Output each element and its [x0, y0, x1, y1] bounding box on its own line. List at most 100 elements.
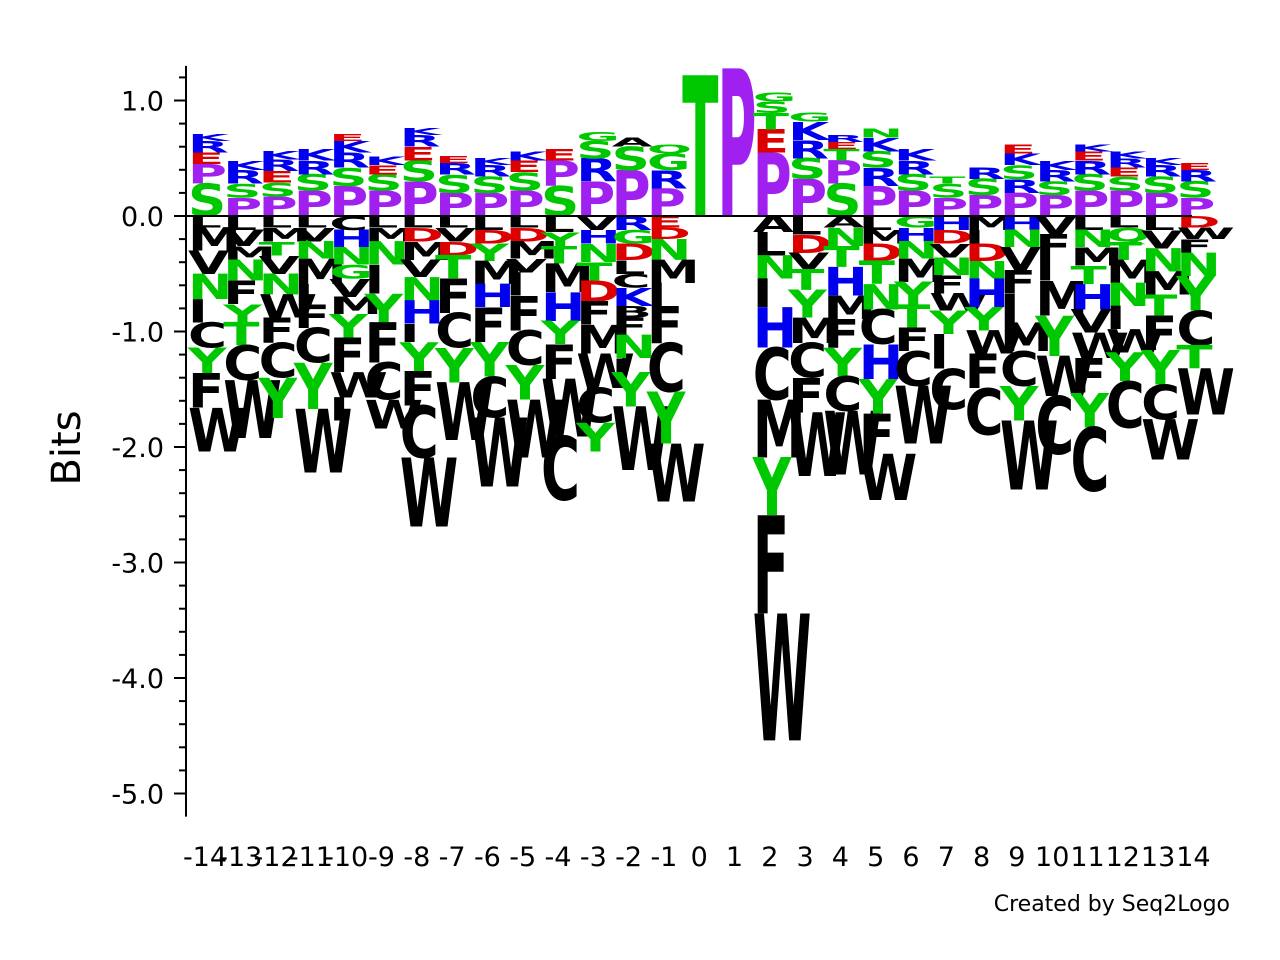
logo-letter-D: D	[506, 224, 550, 246]
logo-letter-S: S	[294, 170, 332, 196]
logo-letter-C: C	[365, 354, 404, 413]
logo-letter-E: E	[647, 213, 683, 231]
x-tick-label: 13	[1141, 842, 1175, 873]
logo-letter-L: L	[470, 213, 504, 235]
y-tick-label: -5.0	[111, 780, 164, 811]
logo-letter-V: V	[929, 240, 970, 262]
logo-letter-M: M	[1035, 271, 1088, 327]
logo-letter-S: S	[188, 175, 226, 227]
logo-letter-D: D	[400, 224, 444, 246]
logo-letter-N: N	[365, 236, 409, 273]
logo-letter-N: N	[1106, 277, 1150, 314]
logo-letter-H: H	[1071, 277, 1115, 318]
logo-letter-V: V	[188, 245, 229, 282]
logo-letter-I: I	[329, 391, 349, 428]
logo-letter-R: R	[1071, 157, 1112, 179]
logo-letter-K: K	[506, 149, 550, 164]
logo-letter-C: C	[1141, 375, 1180, 431]
logo-letter-N: N	[859, 126, 903, 141]
logo-letter-F: F	[506, 286, 542, 342]
logo-letter-V: V	[506, 255, 547, 277]
logo-letter-S: S	[329, 162, 367, 192]
logo-letter-N: N	[647, 234, 691, 267]
logo-letter-R: R	[1000, 176, 1041, 198]
logo-letter-E: E	[329, 132, 365, 143]
logo-letter-F: F	[1035, 229, 1071, 266]
logo-letter-W: W	[1106, 323, 1165, 360]
logo-letter-I: I	[1000, 287, 1020, 333]
logo-letter-S: S	[506, 167, 544, 197]
logo-letter-T: T	[682, 39, 718, 263]
logo-letter-M: M	[894, 253, 947, 290]
logo-letter-G: G	[753, 90, 797, 105]
logo-letter-S: S	[788, 153, 826, 186]
y-tick-label: -4.0	[111, 664, 164, 695]
logo-letter-S: S	[365, 170, 403, 196]
logo-letter-F: F	[612, 313, 648, 341]
logo-letter-C: C	[859, 300, 898, 356]
logo-letter-L: L	[506, 213, 540, 231]
logo-letter-Y: Y	[575, 416, 616, 462]
logo-letter-C: C	[470, 366, 509, 430]
logo-letter-Y: Y	[434, 338, 474, 394]
logo-letter-Y: Y	[858, 369, 898, 425]
logo-letter-L: L	[365, 213, 399, 231]
logo-letter-W: W	[965, 324, 1024, 361]
logo-letter-W: W	[1176, 356, 1235, 430]
logo-letter-Y: Y	[505, 355, 545, 411]
logo-letter-W: W	[223, 364, 282, 457]
x-tick-label: -5	[509, 842, 536, 873]
logo-letter-N: N	[612, 329, 656, 366]
logo-letter-L: L	[753, 226, 787, 263]
logo-letter-R: R	[823, 133, 864, 144]
logo-letter-E: E	[365, 163, 401, 178]
logo-letter-H: H	[965, 272, 1009, 318]
logo-letter-D: D	[435, 238, 479, 260]
logo-letter-S: S	[223, 180, 261, 202]
logo-letter-W: W	[329, 365, 388, 406]
logo-letter-M: M	[647, 254, 700, 291]
logo-letter-D: D	[859, 239, 903, 267]
logo-letter-N: N	[223, 255, 267, 288]
logo-letter-R: R	[294, 157, 335, 179]
logo-letter-T: T	[576, 257, 613, 287]
logo-letter-S: S	[435, 169, 473, 199]
logo-letter-H: H	[859, 335, 903, 391]
x-tick-label: 5	[867, 842, 884, 873]
x-tick-label: 0	[691, 842, 708, 873]
logo-letter-S: S	[1141, 172, 1179, 198]
logo-letter-W: W	[470, 400, 529, 510]
logo-letter-F: F	[965, 344, 1001, 400]
logo-letter-F: F	[894, 322, 930, 359]
logo-letter-C: C	[400, 392, 439, 475]
logo-letter-C: C	[541, 420, 580, 521]
logo-letter-Y: Y	[1175, 266, 1215, 322]
logo-letter-W: W	[365, 393, 424, 439]
x-tick-label: -7	[439, 842, 466, 873]
logo-letter-C: C	[1071, 411, 1110, 512]
logo-letter-G: G	[576, 129, 620, 144]
logo-letter-Y: Y	[540, 315, 581, 352]
logo-letter-F: F	[541, 335, 577, 391]
logo-letter-S: S	[1000, 162, 1038, 184]
logo-letter-H: H	[894, 224, 938, 246]
logo-letter-K: K	[223, 158, 267, 173]
logo-letter-T: T	[223, 316, 259, 353]
logo-letter-G: G	[329, 261, 373, 283]
logo-letter-F: F	[470, 298, 506, 354]
logo-letter-B: B	[612, 304, 652, 322]
logo-letter-C: C	[506, 321, 545, 377]
logo-letter-Y: Y	[469, 239, 510, 267]
y-tick-label: 0.0	[121, 202, 164, 233]
logo-letter-G: G	[647, 149, 691, 175]
x-tick-label: 10	[1035, 842, 1069, 873]
logo-letter-K: K	[1071, 143, 1114, 154]
logo-letter-C: C	[259, 333, 298, 389]
logo-letter-T: T	[1141, 289, 1177, 322]
logo-letter-T: T	[435, 249, 471, 286]
logo-letter-M: M	[1141, 266, 1194, 303]
logo-letter-Y: Y	[893, 276, 934, 313]
logo-letter-M: M	[223, 243, 276, 265]
logo-letter-I: I	[188, 293, 208, 330]
logo-letter-C: C	[647, 331, 686, 408]
